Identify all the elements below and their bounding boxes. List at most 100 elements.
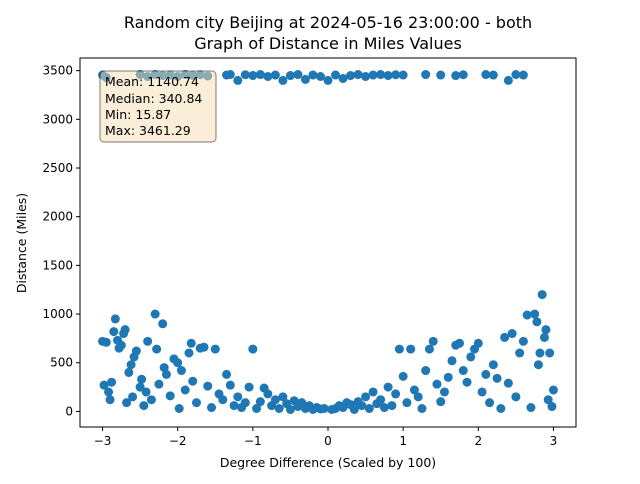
data-point [229, 401, 239, 411]
data-point [537, 290, 547, 300]
data-point [315, 71, 325, 81]
data-point [507, 329, 517, 339]
y-tick-label: 0 [65, 404, 73, 418]
data-point [462, 377, 472, 387]
data-point [532, 317, 542, 327]
data-point [207, 403, 217, 413]
data-point [124, 367, 134, 377]
data-point [543, 395, 553, 405]
data-point [173, 358, 183, 368]
data-point [285, 404, 295, 414]
data-point [394, 344, 404, 354]
data-point [186, 338, 196, 348]
data-point [174, 404, 184, 414]
data-point [101, 337, 111, 347]
data-point [240, 70, 250, 80]
chart-title-line-2: Graph of Distance in Miles Values [194, 34, 462, 53]
data-point [263, 71, 273, 81]
x-tick-label: −1 [244, 434, 262, 448]
plot-frame [79, 57, 577, 428]
data-point [143, 336, 153, 346]
y-tick-label: 500 [50, 356, 73, 370]
data-point [383, 71, 393, 81]
data-point [357, 401, 367, 411]
data-point [402, 398, 412, 408]
data-point [361, 71, 371, 81]
data-point [421, 366, 431, 376]
data-point [361, 392, 371, 402]
stats-mean: Mean: 1140.74 [105, 74, 199, 89]
data-point [137, 374, 147, 384]
data-point [225, 70, 235, 80]
y-tick-label: 1000 [42, 307, 73, 321]
data-point [376, 395, 386, 405]
data-point [270, 395, 280, 405]
data-point [191, 398, 201, 408]
data-point [270, 70, 280, 80]
data-point [150, 309, 160, 319]
data-point [278, 75, 288, 85]
x-tick-label: 1 [399, 434, 407, 448]
data-point [447, 356, 457, 366]
data-point [146, 395, 156, 405]
data-point [485, 398, 495, 408]
data-point [293, 70, 303, 80]
data-point [255, 70, 265, 80]
data-point [141, 387, 151, 397]
data-point [477, 387, 487, 397]
data-point [424, 344, 434, 354]
data-point [188, 376, 198, 386]
data-point [105, 395, 115, 405]
data-point [152, 344, 162, 354]
data-point [109, 327, 119, 337]
data-point [122, 398, 132, 408]
data-point [165, 391, 175, 401]
data-point [533, 360, 543, 370]
data-point [406, 344, 416, 354]
data-point [135, 382, 145, 392]
y-tick-label: 3000 [42, 112, 73, 126]
y-tick-label: 2000 [42, 210, 73, 224]
x-tick-label: 2 [474, 434, 482, 448]
data-point [131, 346, 141, 356]
data-point [349, 404, 359, 414]
data-point [368, 387, 378, 397]
data-point [364, 404, 374, 414]
data-point [488, 360, 498, 370]
data-point [300, 74, 310, 84]
x-axis-label: Degree Difference (Scaled by 100) [220, 455, 436, 470]
data-point [255, 397, 265, 407]
data-point [496, 404, 506, 414]
data-point [159, 363, 169, 373]
data-point [398, 70, 408, 80]
data-point [285, 71, 295, 81]
data-point [323, 75, 333, 85]
data-point [481, 369, 491, 379]
data-point [417, 404, 427, 414]
data-point [107, 377, 117, 387]
data-point [233, 75, 243, 85]
data-point [421, 70, 431, 80]
data-point [379, 403, 389, 413]
data-point [126, 360, 136, 370]
x-tick-label: −3 [94, 434, 112, 448]
data-point [180, 385, 190, 395]
data-point [547, 402, 557, 412]
data-point [548, 385, 558, 395]
data-point [515, 348, 525, 358]
data-point [500, 332, 510, 342]
data-point [428, 336, 438, 346]
data-point [346, 71, 356, 81]
data-point [488, 70, 498, 80]
y-axis-label: Distance (Miles) [14, 193, 29, 293]
data-point [522, 310, 532, 320]
data-point [545, 348, 555, 358]
data-point [526, 403, 536, 413]
data-point [541, 325, 551, 335]
data-point [443, 372, 453, 382]
data-point [199, 342, 209, 352]
data-point [436, 397, 446, 407]
data-point [451, 71, 461, 81]
data-point [319, 404, 329, 414]
